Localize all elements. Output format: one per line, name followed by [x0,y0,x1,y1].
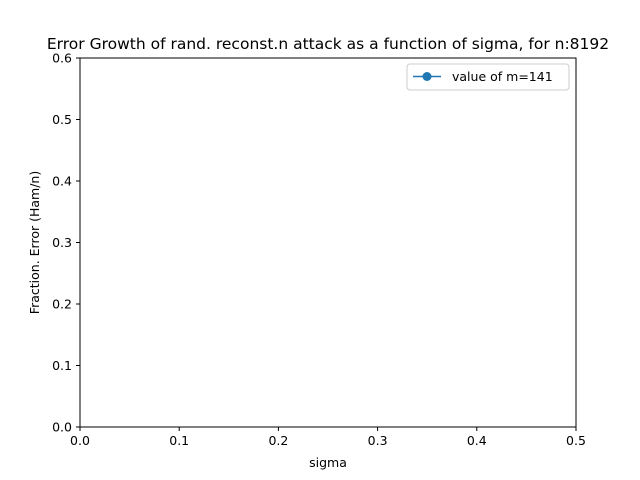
plot-frame [79,57,577,428]
x-axis-ticks: 0.0 0.1 0.2 0.3 0.4 0.5 [70,427,586,448]
x-tick-label: 0.2 [268,433,288,448]
legend-marker [422,72,432,81]
legend-entry-label: value of m=141 [452,69,553,84]
chart-title: Error Growth of rand. reconst.n attack a… [47,35,609,53]
y-tick-label: 0.4 [52,174,72,189]
x-tick-label: 0.4 [467,433,487,448]
legend-box [406,63,570,91]
y-tick-label: 0.3 [52,235,72,250]
x-tick-label: 0.1 [169,433,189,448]
x-tick-label: 0.3 [368,433,388,448]
y-tick-label: 0.2 [52,297,72,312]
x-axis-label: sigma [309,455,347,470]
y-tick-label: 0.1 [52,358,72,373]
x-tick-label: 0.5 [566,433,586,448]
y-axis-label: Fraction. Error (Ham/n) [27,171,42,314]
x-tick-label: 0.0 [70,433,90,448]
y-tick-label: 0.5 [52,112,72,127]
y-tick-label: 0.0 [52,420,72,435]
plot-background [80,58,576,427]
y-axis-ticks: 0.0 0.1 0.2 0.3 0.4 0.5 0.6 [52,51,80,435]
y-tick-label: 0.6 [52,51,72,66]
plot-area: 0.0 0.1 0.2 0.3 0.4 0.5 0.0 0.1 0.2 0.3 0.4 0.5 0.6 [52,51,586,449]
legend: value of m=141 [406,63,570,91]
